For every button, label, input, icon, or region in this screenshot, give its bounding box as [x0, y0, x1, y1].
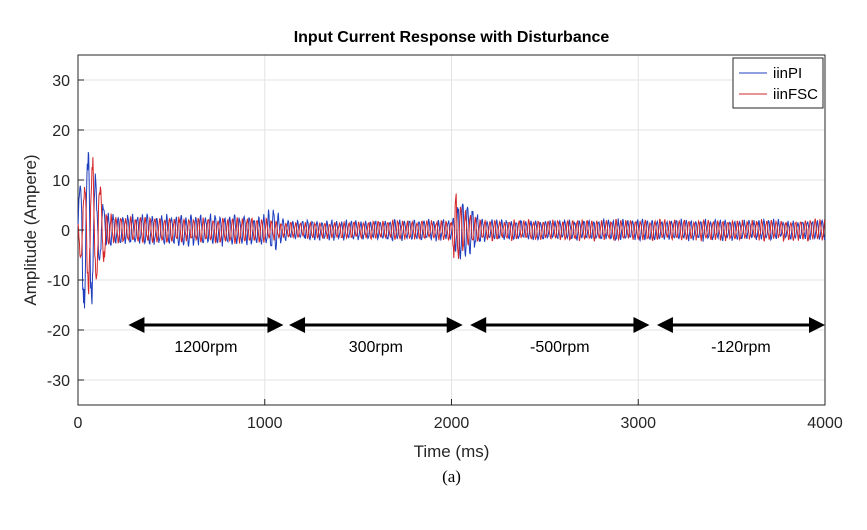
series-line-iinPI — [77, 152, 826, 309]
annotation-arrowhead-left — [470, 317, 487, 333]
annotation-arrowhead-right — [809, 317, 825, 333]
annotations-layer: 1200rpm 300rpm -500rpm -120rpm — [128, 317, 825, 356]
x-tick-label: 4000 — [807, 415, 843, 432]
legend: iinPI iinFSC — [732, 57, 824, 109]
x-axis-title: Time (ms) — [414, 442, 490, 461]
legend-box — [732, 57, 824, 109]
y-tick-label: -30 — [47, 373, 70, 390]
chart-title: Input Current Response with Disturbance — [294, 29, 610, 46]
y-axis-title: Amplitude (Ampere) — [21, 154, 40, 305]
annotation-label: -500rpm — [530, 339, 590, 356]
y-tick-label: 20 — [52, 123, 70, 140]
annotation-label: -120rpm — [711, 339, 771, 356]
annotation-arrowhead-left — [656, 317, 673, 333]
annotation-arrowhead-right — [267, 317, 284, 333]
legend-label-iinFSC: iinFSC — [773, 86, 818, 103]
y-tick-label: 0 — [61, 223, 70, 240]
series-layer — [77, 152, 826, 309]
x-tick-label: 2000 — [434, 415, 470, 432]
legend-label-iinPI: iinPI — [773, 65, 802, 82]
figure-caption: (a) — [442, 467, 461, 486]
annotation-arrowhead-left — [289, 317, 306, 333]
annotation-arrowhead-left — [128, 317, 145, 333]
y-tick-label: 10 — [52, 173, 70, 190]
ticks-layer: 0 1000 2000 3000 4000 -30 -20 -10 0 10 20 30 — [47, 73, 843, 432]
annotation-arrowhead-right — [446, 317, 463, 333]
x-tick-label: 1000 — [247, 415, 283, 432]
x-tick-label: 0 — [74, 415, 83, 432]
annotation-arrowhead-right — [633, 317, 650, 333]
annotation-label: 300rpm — [349, 339, 403, 356]
annotation-label: 1200rpm — [174, 339, 237, 356]
series-line-iinFSC — [77, 157, 826, 295]
x-tick-label: 3000 — [620, 415, 656, 432]
y-tick-label: -10 — [47, 273, 70, 290]
y-tick-label: -20 — [47, 323, 70, 340]
y-tick-label: 30 — [52, 73, 70, 90]
